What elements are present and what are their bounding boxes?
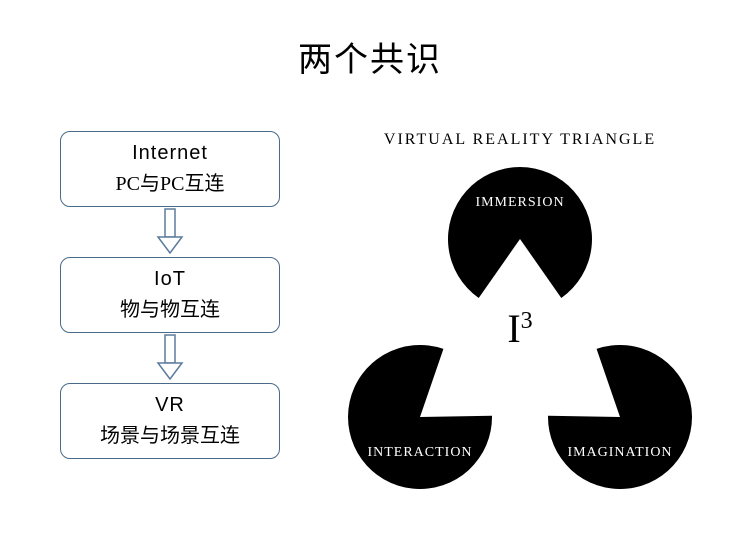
vr-triangle-stage: I3 IMMERSION INTERACTION IMAGINATION xyxy=(340,159,700,489)
flow-node-line2: 场景与场景互连 xyxy=(69,419,271,448)
vr-node-label: IMMERSION xyxy=(460,195,580,211)
vr-node-imagination xyxy=(548,345,692,489)
vr-node-label: INTERACTION xyxy=(360,445,480,461)
flow-node-vr: VR 场景与场景互连 xyxy=(60,383,280,459)
vr-triangle-panel: VIRTUAL REALITY TRIANGLE I3 IMMERSION INT… xyxy=(340,131,700,489)
vr-node-immersion xyxy=(448,167,592,311)
content-row: Internet PC与PC互连 IoT 物与物互连 VR 场景与场景互连 VI… xyxy=(0,131,740,489)
flow-node-line2: PC与PC互连 xyxy=(69,167,271,196)
arrow-down-icon xyxy=(152,333,188,383)
flowchart: Internet PC与PC互连 IoT 物与物互连 VR 场景与场景互连 xyxy=(40,131,300,489)
flow-node-iot: IoT 物与物互连 xyxy=(60,257,280,333)
pacman-icon xyxy=(448,167,592,311)
flow-node-line2: 物与物互连 xyxy=(69,293,271,322)
flow-arrow xyxy=(152,333,188,383)
flow-node-line1: Internet xyxy=(69,142,271,165)
flow-arrow xyxy=(152,207,188,257)
center-exp: 3 xyxy=(521,308,533,334)
vr-triangle-heading: VIRTUAL REALITY TRIANGLE xyxy=(340,131,700,149)
vr-node-label: IMAGINATION xyxy=(560,445,680,461)
page-title: 两个共识 xyxy=(0,0,740,81)
flow-node-line1: IoT xyxy=(69,268,271,291)
vr-center-label: I3 xyxy=(507,305,532,352)
flow-node-internet: Internet PC与PC互连 xyxy=(60,131,280,207)
pacman-icon xyxy=(548,345,692,489)
arrow-down-icon xyxy=(152,207,188,257)
center-base: I xyxy=(507,306,520,351)
vr-node-interaction xyxy=(348,345,492,489)
flow-node-line1: VR xyxy=(69,394,271,417)
pacman-icon xyxy=(348,345,492,489)
